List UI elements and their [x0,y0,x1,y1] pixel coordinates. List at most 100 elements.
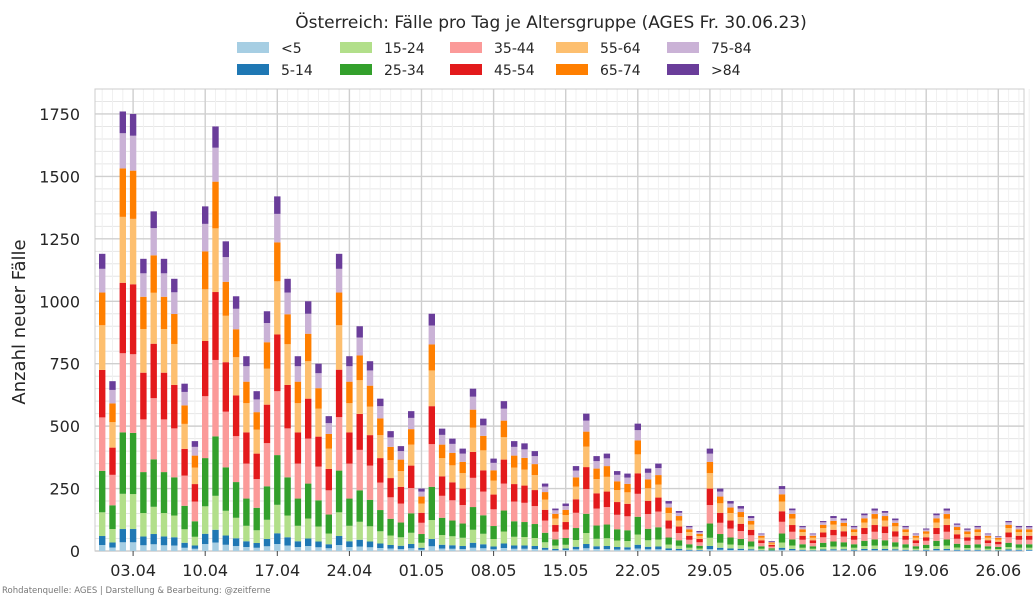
bar-segment [995,536,1002,537]
bar-segment [428,325,435,345]
bar-segment [902,539,909,545]
bar-segment [912,548,920,551]
bar-segment [974,532,981,536]
bar-segment [160,545,168,551]
bar-segment [325,490,332,515]
bar-segment [861,522,868,529]
bar-segment [1026,529,1033,533]
bar-segment [140,536,147,546]
bar-segment [243,541,250,548]
bar-segment [912,535,920,538]
bar-segment [253,507,260,531]
bar-segment [531,451,538,457]
bar-segment [644,549,652,551]
bar-segment [315,547,322,551]
bar-segment [181,383,188,392]
bar-segment [171,428,178,478]
bar-segment [500,543,508,549]
bar-segment [933,540,940,547]
bar-segment [840,522,847,527]
bar-segment [263,443,271,487]
bar-segment [923,537,930,541]
bar-segment [840,531,847,537]
bar-segment [284,537,291,546]
bar-segment [109,447,116,475]
bar-segment [294,432,302,464]
bar-segment [438,495,446,518]
bar-segment [191,536,199,546]
bar-segment [202,206,209,224]
bar-segment [603,453,611,459]
bar-segment [294,403,302,433]
bar-segment [789,510,796,514]
bar-segment [212,542,219,551]
bar-segment [243,381,250,404]
bar-segment [583,544,590,549]
bar-segment [768,543,775,546]
bar-segment [634,423,641,431]
bar-segment [449,545,456,549]
bar-segment [686,549,693,551]
bar-segment [717,522,724,535]
bar-segment [686,532,693,536]
bar-segment [294,366,302,382]
bar-segment [1005,532,1012,538]
bar-segment [531,490,538,507]
x-tick-label: 12.06 [831,561,877,580]
bar-segment [263,539,271,547]
bar-segment [789,525,796,532]
bar-segment [232,436,240,483]
bar-segment [1026,549,1033,551]
bar-segment [511,446,518,456]
bar-segment [984,534,992,536]
bar-segment [984,535,992,538]
bar-segment [830,541,837,547]
bar-segment [1026,527,1033,530]
bar-segment [820,524,827,529]
bar-segment [923,549,930,551]
bar-segment [892,546,899,550]
bar-segment [593,468,600,480]
bar-segment [995,541,1002,545]
bar-segment [706,505,714,524]
bar-segment [706,488,714,506]
bar-segment [315,363,322,374]
bar-segment [500,437,508,460]
bar-segment [438,428,446,435]
bar-segment [850,535,858,540]
bar-segment [861,550,868,551]
bar-segment [212,529,219,543]
bar-segment [675,512,683,517]
bar-segment [1005,522,1012,525]
bar-segment [747,524,755,530]
bar-segment [459,549,466,551]
bar-segment [995,550,1002,551]
legend-swatch [237,64,269,75]
bar-segment [830,518,837,521]
bar-segment [758,537,765,541]
bar-segment [984,550,992,552]
bar-segment [335,512,343,537]
bar-segment [933,534,940,541]
bar-segment [923,548,930,550]
bar-segment [562,509,569,516]
bar-segment [1005,528,1012,533]
bar-segment [109,389,116,404]
bar-segment [181,547,188,551]
bar-segment [943,545,950,550]
bar-segment [964,537,971,541]
bar-segment [974,526,981,528]
bar-segment [799,544,806,548]
bar-segment [603,466,611,477]
bar-segment [315,466,322,501]
bar-segment [809,534,817,536]
bar-segment [614,540,621,548]
bar-segment [160,536,168,546]
bar-segment [644,468,652,473]
x-tick-label: 24.04 [326,561,372,580]
bar-segment [459,546,466,550]
bar-segment [747,546,755,550]
bar-segment [232,517,240,539]
bar-segment [480,533,487,545]
bar-segment [232,538,240,547]
